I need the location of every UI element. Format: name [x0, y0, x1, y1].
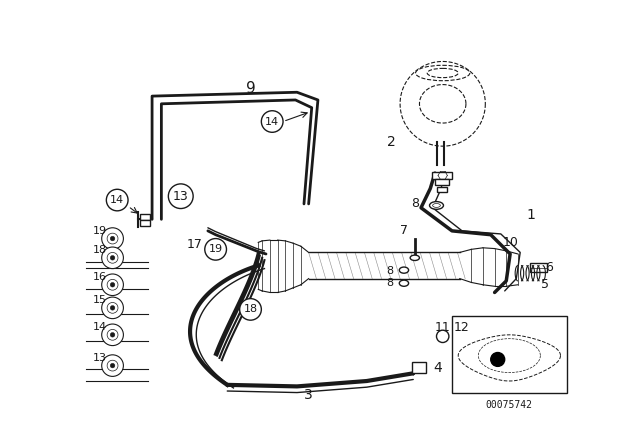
- Text: 12: 12: [453, 321, 469, 334]
- Bar: [435, 179, 449, 185]
- Circle shape: [106, 189, 128, 211]
- Circle shape: [455, 330, 467, 343]
- Text: 18: 18: [92, 245, 106, 255]
- Text: 00075742: 00075742: [486, 400, 533, 410]
- Circle shape: [107, 233, 118, 244]
- Circle shape: [107, 329, 118, 340]
- Circle shape: [107, 280, 118, 290]
- Bar: [140, 220, 150, 226]
- Circle shape: [239, 299, 261, 320]
- Text: 16: 16: [92, 272, 106, 282]
- Ellipse shape: [399, 267, 408, 273]
- Text: 7: 7: [400, 224, 408, 237]
- Ellipse shape: [415, 65, 470, 81]
- Text: 19: 19: [92, 226, 106, 236]
- Text: 13: 13: [173, 190, 189, 202]
- Circle shape: [102, 274, 124, 296]
- Circle shape: [110, 332, 115, 337]
- Bar: [140, 214, 150, 220]
- Circle shape: [110, 236, 115, 241]
- Text: 6: 6: [545, 261, 553, 274]
- Circle shape: [261, 111, 283, 132]
- Ellipse shape: [428, 69, 458, 78]
- Text: 15: 15: [92, 295, 106, 305]
- Circle shape: [168, 184, 193, 208]
- Text: 14: 14: [265, 116, 279, 126]
- Circle shape: [107, 360, 118, 371]
- Ellipse shape: [399, 280, 408, 286]
- Text: 8: 8: [411, 198, 419, 211]
- Circle shape: [107, 302, 118, 313]
- Text: 8: 8: [387, 266, 394, 276]
- Circle shape: [102, 324, 124, 345]
- Text: 17: 17: [187, 238, 203, 251]
- Circle shape: [491, 353, 505, 366]
- Text: 5: 5: [541, 278, 549, 291]
- Circle shape: [102, 228, 124, 250]
- Circle shape: [107, 252, 118, 263]
- Text: 14: 14: [92, 322, 106, 332]
- Circle shape: [110, 282, 115, 287]
- Text: 10: 10: [503, 236, 519, 249]
- Circle shape: [436, 330, 449, 343]
- Text: 19: 19: [209, 244, 223, 254]
- Bar: [432, 172, 452, 179]
- Text: 11: 11: [435, 321, 451, 334]
- Circle shape: [110, 363, 115, 368]
- Circle shape: [102, 297, 124, 319]
- Circle shape: [102, 247, 124, 269]
- Bar: [436, 187, 447, 192]
- Text: 8: 8: [387, 278, 394, 288]
- Text: 3: 3: [304, 388, 313, 402]
- Circle shape: [205, 238, 227, 260]
- Text: 18: 18: [243, 304, 257, 314]
- Text: 14: 14: [110, 195, 124, 205]
- Text: 4: 4: [434, 361, 442, 375]
- Circle shape: [102, 355, 124, 376]
- Text: 1: 1: [527, 208, 536, 223]
- Ellipse shape: [410, 255, 419, 260]
- Circle shape: [110, 255, 115, 260]
- Text: 2: 2: [387, 135, 396, 149]
- Text: 13: 13: [92, 353, 106, 363]
- Ellipse shape: [429, 202, 444, 209]
- Bar: [529, 263, 547, 272]
- Text: 9: 9: [246, 81, 255, 96]
- Bar: [412, 362, 426, 373]
- Ellipse shape: [433, 203, 440, 207]
- Bar: [452, 315, 566, 392]
- Circle shape: [110, 306, 115, 310]
